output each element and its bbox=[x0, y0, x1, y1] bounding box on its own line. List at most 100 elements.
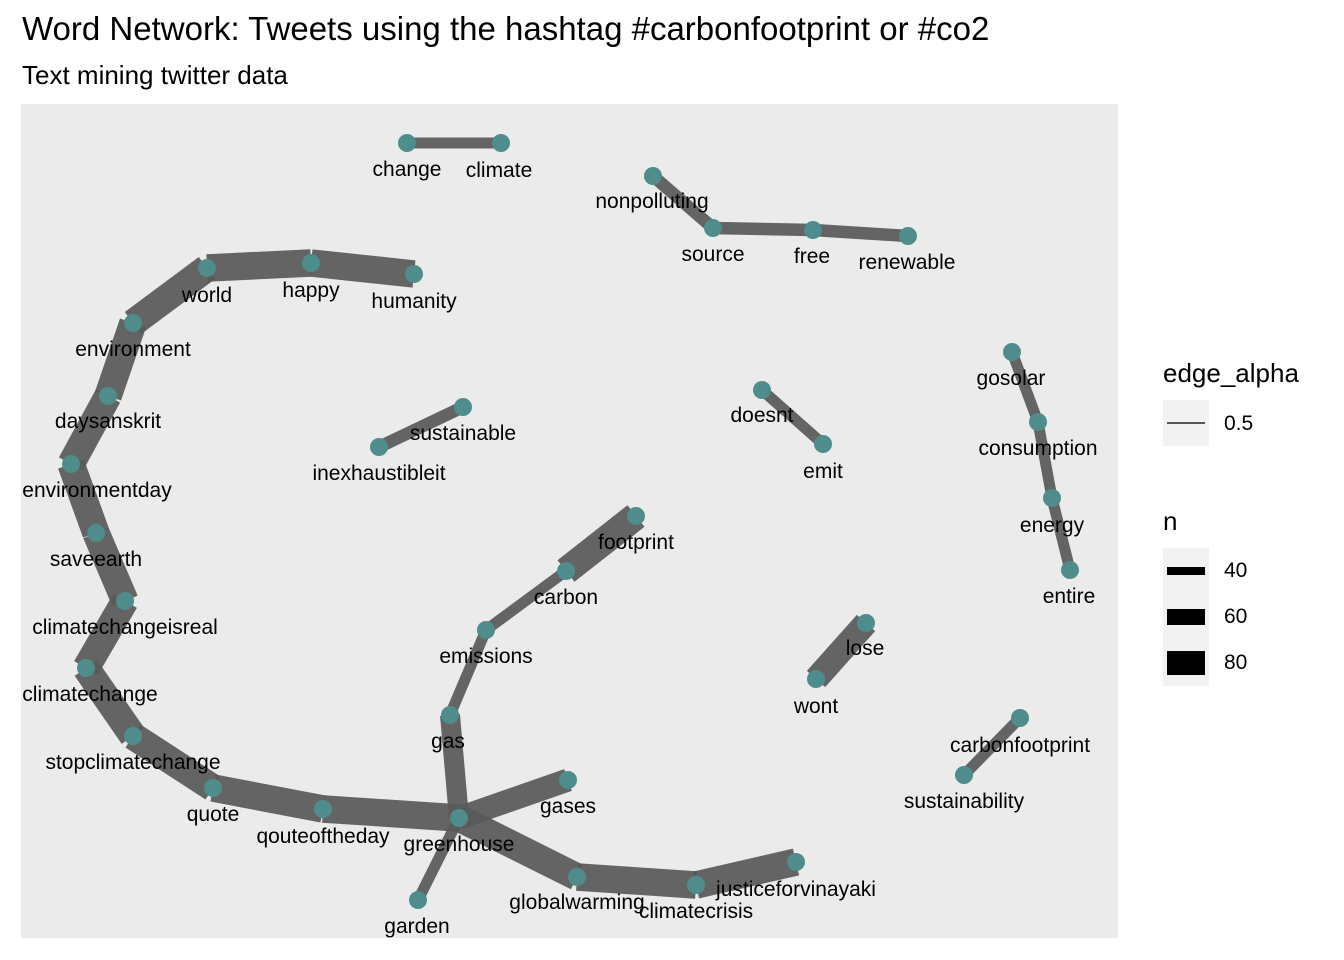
legend-n-label-40: 40 bbox=[1224, 559, 1248, 582]
node-footprint bbox=[627, 507, 645, 525]
edge-daysanskrit-environmentday bbox=[58, 389, 121, 471]
node-doesnt bbox=[753, 381, 771, 399]
legend-n-line-80 bbox=[1167, 651, 1205, 675]
edge-stopclimatechange-quote bbox=[125, 724, 221, 800]
legend-n-title: n bbox=[1163, 506, 1178, 536]
node-greenhouse bbox=[450, 809, 468, 827]
node-globalwarming bbox=[568, 868, 586, 886]
node-label-change: change bbox=[373, 158, 442, 181]
node-label-climatecrisis: climatecrisis bbox=[639, 900, 753, 923]
node-label-world: world bbox=[181, 284, 232, 307]
node-label-climatechangeisreal: climatechangeisreal bbox=[32, 616, 218, 639]
chart-title: Word Network: Tweets using the hashtag #… bbox=[22, 10, 990, 47]
plot-panel bbox=[21, 104, 1118, 938]
node-label-climatechange: climatechange bbox=[22, 683, 157, 706]
node-sustainability bbox=[955, 766, 973, 784]
node-climatecrisis bbox=[687, 876, 705, 894]
edge-emissions-carbon bbox=[482, 566, 570, 635]
edge-greenhouse-gas bbox=[440, 714, 469, 819]
edge-nonpolluting-source bbox=[648, 171, 718, 233]
node-saveearth bbox=[87, 524, 105, 542]
edge-free-renewable bbox=[812, 223, 909, 243]
node-label-justiceforvinayaki: justiceforvinayaki bbox=[715, 878, 876, 901]
node-quote bbox=[204, 779, 222, 797]
edge-world-environment bbox=[124, 256, 216, 335]
node-label-qouteoftheday: qouteoftheday bbox=[256, 825, 390, 848]
labels-layer: change climate nonpolluting source free renew… bbox=[22, 158, 1097, 938]
node-label-environment: environment bbox=[75, 338, 191, 361]
node-lose bbox=[857, 614, 875, 632]
edge-consumption-energy bbox=[1032, 421, 1058, 499]
node-climatechangeisreal bbox=[116, 592, 134, 610]
node-label-gases: gases bbox=[540, 795, 596, 818]
node-label-quote: quote bbox=[187, 803, 240, 826]
node-label-sustainability: sustainability bbox=[904, 790, 1025, 813]
chart-subtitle: Text mining twitter data bbox=[22, 60, 288, 90]
legend-n-key-80 bbox=[1163, 640, 1209, 686]
edge-humanity-happy bbox=[309, 249, 416, 288]
legend-n-label-80: 80 bbox=[1224, 651, 1248, 674]
edge-climatechangeisreal-climatechange bbox=[74, 594, 137, 675]
node-label-happy: happy bbox=[282, 279, 340, 302]
node-environmentday bbox=[62, 455, 80, 473]
node-label-emit: emit bbox=[803, 460, 843, 483]
node-label-garden: garden bbox=[384, 915, 449, 938]
edge-carbon-footprint bbox=[557, 505, 645, 582]
edge-gosolar-consumption bbox=[1006, 350, 1044, 424]
edge-greenhouse-garden bbox=[413, 815, 464, 903]
node-energy bbox=[1043, 489, 1061, 507]
nodes-layer bbox=[62, 134, 1079, 909]
node-daysanskrit bbox=[99, 387, 117, 405]
edge-environmentday-saveearth bbox=[58, 459, 109, 538]
node-label-humanity: humanity bbox=[371, 290, 457, 313]
node-label-carbon: carbon bbox=[534, 586, 598, 609]
edge-source-free bbox=[712, 221, 814, 237]
node-label-energy: energy bbox=[1020, 514, 1085, 537]
edge-gas-emissions bbox=[444, 627, 492, 718]
edge-climatechange-stopclimatechange bbox=[74, 660, 145, 744]
node-label-globalwarming: globalwarming bbox=[509, 891, 644, 914]
node-label-wont: wont bbox=[793, 695, 839, 718]
node-label-stopclimatechange: stopclimatechange bbox=[45, 751, 220, 774]
node-label-nonpolluting: nonpolluting bbox=[595, 190, 708, 213]
node-consumption bbox=[1029, 413, 1047, 431]
edge-happy-world bbox=[206, 249, 312, 282]
node-climate bbox=[492, 134, 510, 152]
edge-energy-entire bbox=[1046, 496, 1076, 572]
legend-alpha-line bbox=[1167, 422, 1205, 424]
legend-n-line-40 bbox=[1167, 567, 1205, 575]
node-label-consumption: consumption bbox=[978, 437, 1097, 460]
node-label-doesnt: doesnt bbox=[730, 404, 793, 427]
node-emit bbox=[814, 435, 832, 453]
node-garden bbox=[409, 891, 427, 909]
node-humanity bbox=[405, 265, 423, 283]
node-gosolar bbox=[1003, 343, 1021, 361]
node-emissions bbox=[477, 621, 495, 639]
edge-doesnt-emit bbox=[758, 385, 827, 449]
node-climatechange bbox=[77, 659, 95, 677]
node-source bbox=[704, 219, 722, 237]
node-nonpolluting bbox=[644, 167, 662, 185]
node-gases bbox=[559, 771, 577, 789]
legend-n-key-40 bbox=[1163, 548, 1209, 594]
node-qouteoftheday bbox=[314, 800, 332, 818]
node-label-environmentday: environmentday bbox=[22, 479, 172, 502]
node-label-carbonfootprint: carbonfootprint bbox=[950, 734, 1090, 757]
legend-n-line-60 bbox=[1167, 609, 1205, 625]
node-world bbox=[198, 259, 216, 277]
node-label-inexhaustibleit: inexhaustibleit bbox=[312, 462, 445, 485]
node-label-entire: entire bbox=[1043, 585, 1096, 608]
edge-quote-qouteoftheday bbox=[210, 774, 326, 823]
node-renewable bbox=[899, 227, 917, 245]
node-label-saveearth: saveearth bbox=[50, 548, 142, 571]
node-environment bbox=[124, 314, 142, 332]
node-label-emissions: emissions bbox=[439, 645, 532, 668]
node-label-greenhouse: greenhouse bbox=[404, 833, 515, 856]
legend-alpha-title: edge_alpha bbox=[1163, 358, 1299, 388]
legend-alpha-key bbox=[1163, 400, 1209, 446]
node-label-lose: lose bbox=[846, 637, 885, 660]
node-stopclimatechange bbox=[124, 727, 142, 745]
node-label-sustainable: sustainable bbox=[410, 422, 516, 445]
node-inexhaustibleit bbox=[370, 438, 388, 456]
